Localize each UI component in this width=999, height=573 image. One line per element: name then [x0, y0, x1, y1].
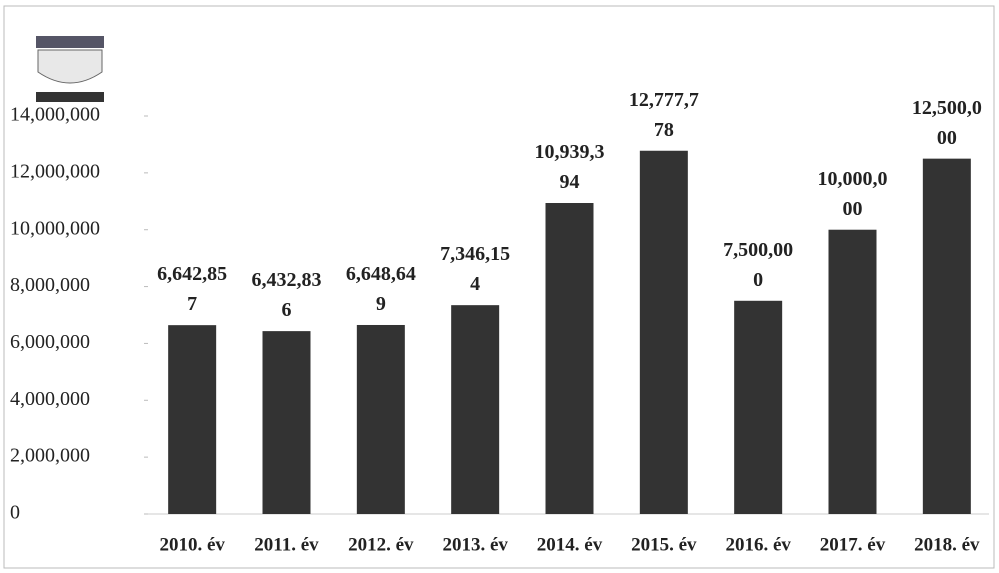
data-label: 12,777,778	[628, 88, 699, 141]
y-tick-label: 4,000,000	[10, 388, 90, 410]
data-label: 10,000,000	[817, 167, 888, 220]
x-tick-label: 2010. év	[159, 534, 225, 555]
x-tick-label: 2016. év	[725, 534, 791, 555]
data-label: 7,346,154	[440, 243, 511, 296]
chart-frame	[3, 5, 995, 569]
y-tick-label: 0	[10, 502, 20, 524]
bar	[828, 229, 877, 514]
x-tick-label: 2018. év	[914, 534, 980, 555]
x-tick-label: 2017. év	[820, 534, 886, 555]
data-label: 6,642,857	[157, 263, 228, 316]
bar	[639, 150, 688, 514]
logo	[36, 36, 104, 102]
x-tick-label: 2011. év	[254, 534, 319, 555]
x-tick-label: 2012. év	[348, 534, 414, 555]
data-label: 12,500,000	[911, 96, 982, 149]
bar	[922, 158, 971, 514]
y-tick-label: 6,000,000	[10, 331, 90, 353]
y-tick-label: 8,000,000	[10, 274, 90, 296]
y-tick-label: 14,000,000	[10, 104, 100, 126]
bar	[262, 331, 311, 514]
bar	[545, 203, 594, 514]
data-label: 7,500,000	[723, 238, 794, 291]
data-label: 6,432,836	[251, 269, 322, 322]
x-tick-label: 2015. év	[631, 534, 697, 555]
y-tick-label: 12,000,000	[10, 160, 100, 182]
data-label: 10,939,394	[534, 141, 605, 194]
y-tick-label: 10,000,000	[10, 217, 100, 239]
bar	[168, 325, 217, 514]
x-tick-label: 2013. év	[442, 534, 508, 555]
bar	[356, 324, 405, 514]
bar	[451, 305, 500, 514]
bar	[734, 300, 783, 514]
x-tick-label: 2014. év	[537, 534, 603, 555]
y-tick-label: 2,000,000	[10, 445, 90, 467]
data-label: 6,648,649	[345, 263, 416, 315]
